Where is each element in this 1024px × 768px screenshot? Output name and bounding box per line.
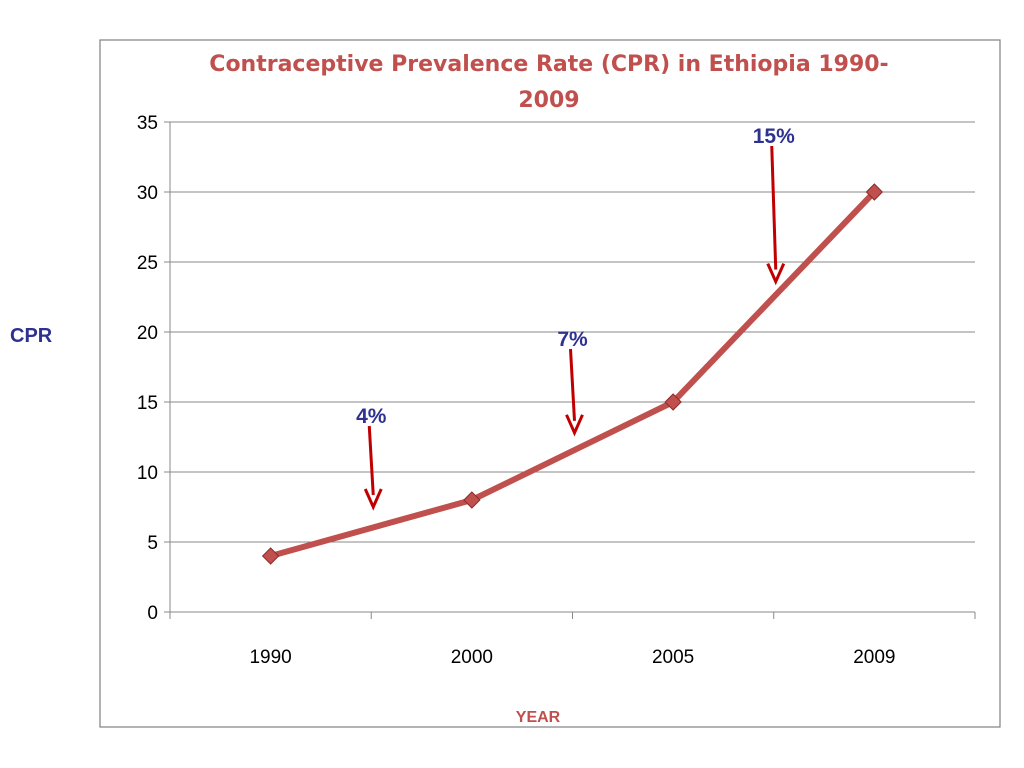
data-point-2000 [463,491,481,509]
y-axis-label: CPR [10,325,53,347]
y-tick-label-5: 5 [147,533,158,554]
data-point-2009 [865,183,884,201]
annotation-arrow-head-0 [363,488,383,511]
y-tick-label-20: 20 [137,323,158,344]
axes [164,121,976,619]
annotation-label-2: 15% [753,125,795,148]
y-tick-label-25: 25 [137,253,158,274]
y-tick-label-10: 10 [137,463,158,484]
y-tick-labels: 0 5 10 15 20 25 30 35 [137,113,158,624]
y-tick-label-15: 15 [137,393,158,414]
annotation-label-0: 4% [356,405,387,428]
chart-frame [99,39,1001,728]
y-tick-label-35: 35 [137,113,158,134]
x-axis-label: YEAR [516,709,561,726]
annotation-arrow-head-1 [565,414,584,437]
data-point-1990 [261,547,280,565]
annotation-label-1: 7% [557,328,588,351]
x-tick-label-1990: 1990 [249,647,291,668]
series-line-0 [267,189,878,559]
annotations: 4% 7% 15% [356,125,795,511]
y-tick-label-30: 30 [137,183,158,204]
annotation-arrow-shaft-1 [569,348,576,421]
annotation-arrow-shaft-2 [770,145,778,270]
data-point-2005 [664,393,682,411]
annotation-arrow-shaft-0 [367,425,375,496]
annotation-arrow-head-2 [766,262,786,286]
chart-title-line-1: Contraceptive Prevalence Rate (CPR) in E… [209,52,888,77]
y-tick-label-0: 0 [147,603,158,624]
x-tick-label-2009: 2009 [853,647,895,668]
chart-title-line-2: 2009 [518,88,579,113]
x-tick-label-2000: 2000 [451,647,493,668]
series-cpr [261,183,884,565]
x-tick-labels: 1990 2000 2005 2009 [249,647,895,668]
x-tick-label-2005: 2005 [652,647,694,668]
